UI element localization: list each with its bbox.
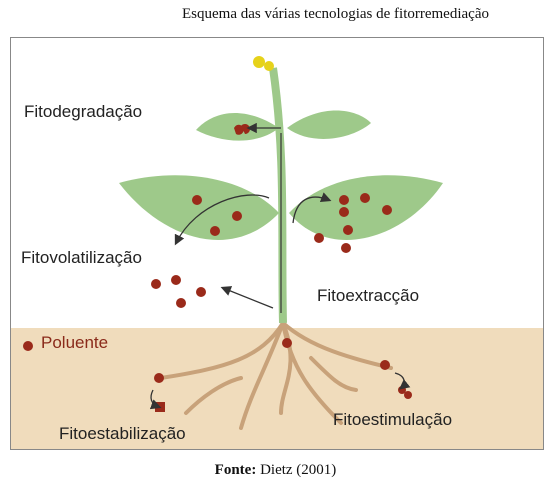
diagram-frame: Fitodegradação Fitovolatilização Fitoext… [10, 37, 544, 450]
label-fitoextraccao: Fitoextracção [317, 286, 420, 305]
plant-stem [269, 67, 287, 324]
process-arrows [149, 122, 411, 410]
leaf-left [119, 175, 279, 240]
flower-bud [264, 61, 274, 71]
source-label: Fonte: [214, 462, 257, 478]
soil-layer [11, 328, 543, 449]
figure-title: Esquema das várias tecnologias de fitorr… [182, 6, 489, 22]
figure-source: Fonte: Dietz (2001) [0, 462, 551, 479]
label-fitovolatilizacao: Fitovolatilização [21, 248, 142, 267]
pollutant-legend-dot [23, 341, 33, 351]
pollutants-air [151, 275, 206, 308]
label-fitodegradacao: Fitodegradação [24, 102, 143, 121]
diagram-illustration [11, 56, 543, 449]
label-fitoestimulacao: Fitoestimulação [333, 410, 453, 429]
source-value: Dietz (2001) [256, 462, 337, 478]
label-poluente: Poluente [41, 333, 109, 352]
label-fitoestabilizacao: Fitoestabilização [59, 424, 186, 443]
flower-bud [253, 56, 265, 68]
leaf-right [289, 175, 443, 240]
roots [159, 321, 393, 430]
pollutants-leaves [192, 124, 392, 253]
leaf-upper-right [287, 110, 371, 139]
